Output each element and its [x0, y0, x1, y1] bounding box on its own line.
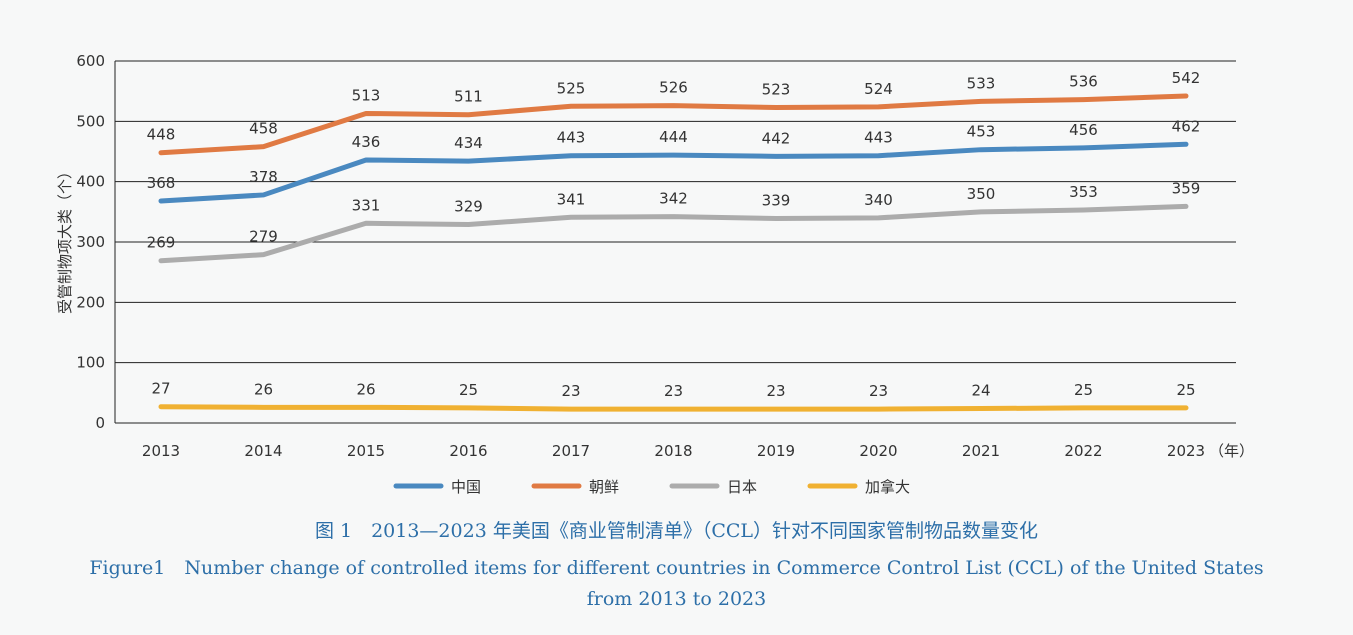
- x-tick-label-2017: 2017: [552, 442, 590, 460]
- data-label-加拿大-2020: 23: [869, 382, 888, 400]
- data-label-朝鲜-2013: 448: [147, 126, 176, 144]
- y-tick-label-400: 400: [76, 173, 105, 191]
- data-labels: 368 378 436 434 443 444 442 443 453 456 462 448 458 5…: [147, 69, 1201, 400]
- data-label-日本-2023: 359: [1172, 179, 1201, 197]
- data-label-日本-2021: 350: [967, 185, 996, 203]
- data-label-朝鲜-2016: 511: [454, 88, 483, 106]
- data-label-加拿大-2013: 27: [151, 380, 170, 398]
- y-tick-label-500: 500: [76, 112, 105, 130]
- data-label-日本-2013: 269: [147, 234, 176, 252]
- data-label-朝鲜-2023: 542: [1172, 69, 1201, 87]
- x-axis-unit: （年）: [1209, 442, 1254, 460]
- data-label-朝鲜-2021: 533: [967, 74, 996, 92]
- y-tick-label-600: 600: [76, 52, 105, 70]
- data-label-日本-2018: 342: [659, 190, 688, 208]
- data-label-朝鲜-2014: 458: [249, 120, 278, 138]
- y-tick-label-300: 300: [76, 233, 105, 251]
- data-label-中国-2023: 462: [1172, 117, 1201, 135]
- data-label-朝鲜-2020: 524: [864, 80, 893, 98]
- data-label-朝鲜-2015: 513: [352, 86, 381, 104]
- x-tick-label-2015: 2015: [347, 442, 385, 460]
- legend: 中国 朝鲜 日本 加拿大: [393, 478, 910, 496]
- data-label-中国-2019: 442: [762, 129, 791, 147]
- data-label-朝鲜-2018: 526: [659, 79, 688, 97]
- series-line-中国: [158, 141, 1189, 204]
- data-label-加拿大-2019: 23: [766, 382, 785, 400]
- x-tick-label-2019: 2019: [757, 442, 795, 460]
- data-label-加拿大-2018: 23: [664, 382, 683, 400]
- data-label-日本-2020: 340: [864, 191, 893, 209]
- y-axis-label: 受管制物项大类（个）: [56, 164, 74, 314]
- legend-label-加拿大: 加拿大: [865, 478, 910, 496]
- data-label-日本-2022: 353: [1069, 183, 1098, 201]
- y-tick-label-200: 200: [76, 293, 105, 311]
- y-tick-label-100: 100: [76, 354, 105, 372]
- data-label-加拿大-2022: 25: [1074, 381, 1093, 399]
- data-label-加拿大-2023: 25: [1176, 381, 1195, 399]
- series-line-朝鲜: [158, 93, 1189, 156]
- series-line-加拿大: [158, 404, 1189, 412]
- legend-label-日本: 日本: [727, 478, 757, 496]
- data-label-中国-2021: 453: [967, 123, 996, 141]
- data-label-加拿大-2017: 23: [561, 382, 580, 400]
- figure-caption-english-line1: Figure1 Number change of controlled item…: [89, 557, 1264, 579]
- data-label-加拿大-2021: 24: [971, 382, 990, 400]
- data-label-加拿大-2016: 25: [459, 381, 478, 399]
- data-label-日本-2019: 339: [762, 191, 791, 209]
- x-tick-label-2020: 2020: [859, 442, 897, 460]
- data-label-中国-2016: 434: [454, 134, 483, 152]
- data-label-朝鲜-2022: 536: [1069, 73, 1098, 91]
- x-tick-label-2014: 2014: [244, 442, 282, 460]
- legend-label-中国: 中国: [451, 478, 481, 496]
- data-label-日本-2015: 331: [352, 196, 381, 214]
- x-tick-label-2016: 2016: [449, 442, 487, 460]
- line-chart: 0 100 200 300 400 500 600 2013 2014 2015 2016 2017 2…: [56, 52, 1254, 496]
- data-label-中国-2015: 436: [352, 133, 381, 151]
- data-label-中国-2014: 378: [249, 168, 278, 186]
- data-label-中国-2018: 444: [659, 128, 688, 146]
- data-label-日本-2017: 341: [557, 190, 586, 208]
- data-label-加拿大-2014: 26: [254, 380, 273, 398]
- data-label-朝鲜-2017: 525: [557, 79, 586, 97]
- data-label-中国-2020: 443: [864, 129, 893, 147]
- data-label-日本-2014: 279: [249, 228, 278, 246]
- x-tick-label-2021: 2021: [962, 442, 1000, 460]
- x-tick-label-2023: 2023: [1167, 442, 1205, 460]
- x-tick-label-2022: 2022: [1064, 442, 1102, 460]
- data-label-中国-2022: 456: [1069, 121, 1098, 139]
- x-tick-label-2018: 2018: [654, 442, 692, 460]
- x-tick-label-2013: 2013: [142, 442, 180, 460]
- figure-caption-english-line2: from 2013 to 2023: [586, 588, 767, 610]
- legend-label-朝鲜: 朝鲜: [589, 478, 619, 496]
- data-label-中国-2017: 443: [557, 129, 586, 147]
- data-label-中国-2013: 368: [147, 174, 176, 192]
- figure-caption-chinese: 图 1 2013—2023 年美国《商业管制清单》（CCL）针对不同国家管制物品…: [314, 520, 1039, 542]
- series-line-日本: [158, 203, 1189, 264]
- gridlines: [115, 60, 1236, 424]
- data-label-朝鲜-2019: 523: [762, 80, 791, 98]
- series-lines: [158, 93, 1189, 412]
- data-label-日本-2016: 329: [454, 198, 483, 216]
- data-label-加拿大-2015: 26: [356, 380, 375, 398]
- y-tick-label-0: 0: [95, 414, 105, 432]
- axes: 0 100 200 300 400 500 600 2013 2014 2015 2016 2017 2…: [56, 52, 1254, 460]
